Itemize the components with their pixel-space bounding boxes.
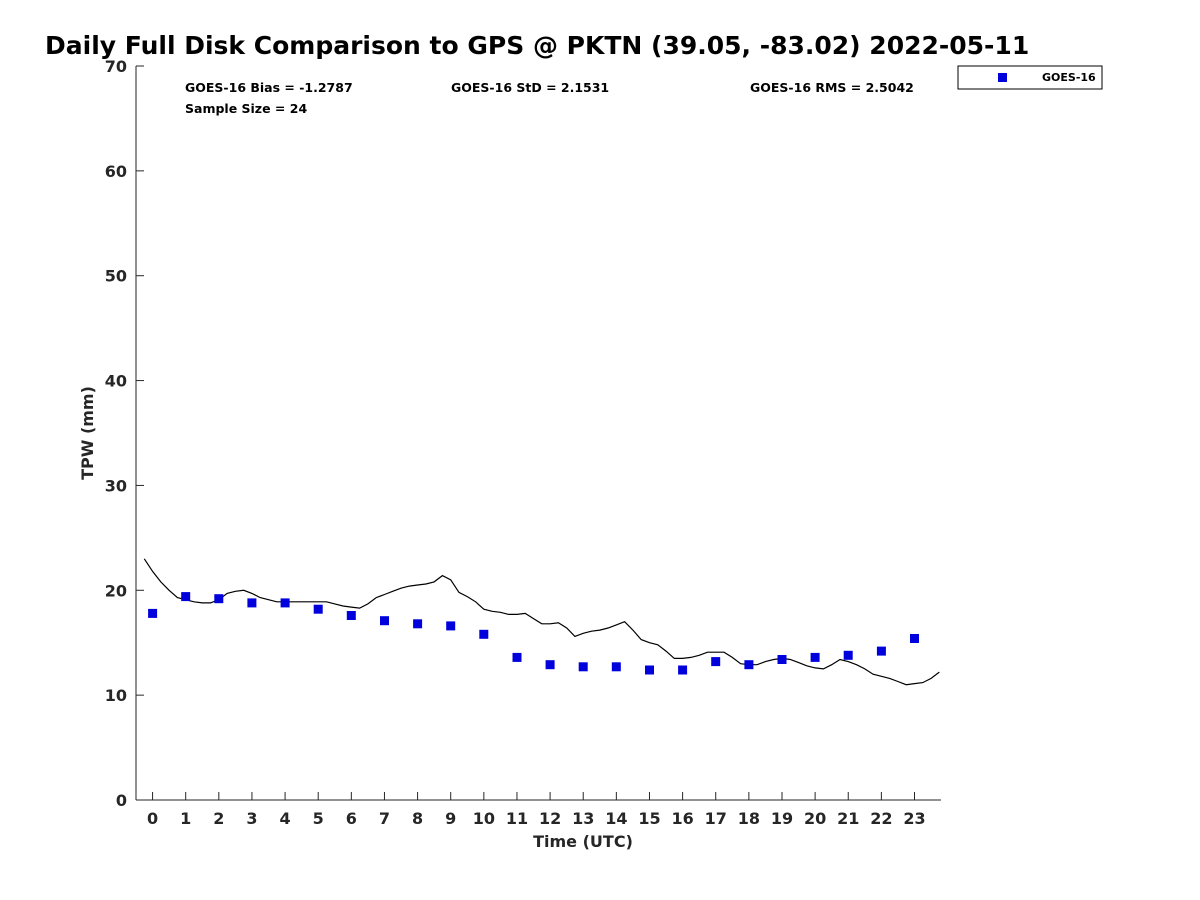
x-tick-label: 13: [572, 809, 594, 828]
goes-16-point: [280, 598, 290, 608]
legend: GOES-16: [957, 65, 1103, 90]
x-tick-label: 17: [705, 809, 727, 828]
x-tick-label: 0: [147, 809, 158, 828]
x-tick-label: 16: [671, 809, 693, 828]
goes-16-point: [578, 662, 588, 672]
x-tick-label: 8: [412, 809, 423, 828]
goes-16-point: [446, 621, 456, 631]
x-tick-label: 22: [870, 809, 892, 828]
legend-box: [957, 65, 1103, 90]
goes-16-point: [744, 660, 754, 670]
y-tick-label: 60: [105, 162, 127, 181]
goes-16-point: [413, 619, 423, 629]
goes-16-points: [148, 592, 919, 675]
x-tick-label: 10: [473, 809, 495, 828]
y-tick-label: 70: [105, 57, 127, 76]
x-tick-label: 6: [346, 809, 357, 828]
goes-16-point: [181, 592, 191, 602]
goes-16-point: [214, 594, 224, 604]
goes-16-point: [777, 655, 787, 664]
y-tick-label: 50: [105, 267, 127, 286]
legend-label: GOES-16: [1042, 71, 1096, 84]
y-axis-label: TPW (mm): [78, 386, 97, 480]
y-tick-label: 30: [105, 476, 127, 495]
goes-16-point: [313, 604, 323, 614]
goes-16-point: [810, 652, 820, 662]
x-tick-label: 20: [804, 809, 826, 828]
x-tick-label: 19: [771, 809, 793, 828]
goes-16-point: [346, 611, 356, 620]
rms-stat: GOES-16 RMS = 2.5042: [750, 80, 914, 95]
legend-marker: [998, 73, 1007, 82]
x-tick-label: 23: [903, 809, 925, 828]
x-tick-label: 15: [638, 809, 660, 828]
std-stat: GOES-16 StD = 2.1531: [451, 80, 609, 95]
goes-16-point: [545, 660, 555, 670]
y-tick-label: 40: [105, 372, 127, 391]
goes-16-point: [611, 662, 621, 672]
goes-16-point: [479, 629, 489, 639]
x-tick-label: 21: [837, 809, 859, 828]
goes-16-point: [711, 657, 721, 667]
goes-16-point: [678, 665, 688, 675]
x-tick-label: 18: [738, 809, 760, 828]
x-tick-label: 11: [506, 809, 528, 828]
goes-16-point: [512, 652, 522, 662]
sample-size-stat: Sample Size = 24: [185, 101, 307, 116]
bias-stat: GOES-16 Bias = -1.2787: [185, 80, 353, 95]
chart-title: Daily Full Disk Comparison to GPS @ PKTN…: [45, 31, 1029, 60]
goes-16-point: [645, 665, 654, 675]
x-tick-label: 7: [379, 809, 390, 828]
goes-16-point: [247, 598, 257, 608]
x-tick-label: 1: [180, 809, 191, 828]
x-tick-label: 9: [445, 809, 456, 828]
x-tick-label: 4: [280, 809, 291, 828]
x-tick-label: 5: [313, 809, 324, 828]
x-axis-label: Time (UTC): [533, 832, 633, 851]
x-tick-label: 12: [539, 809, 561, 828]
y-tick-label: 10: [105, 686, 127, 705]
y-tick-label: 0: [116, 791, 127, 810]
gps-tpw-line: [143, 558, 940, 686]
gps-line-series: [143, 558, 940, 686]
goes-16-point: [843, 650, 853, 660]
goes-16-point: [876, 646, 886, 656]
goes-16-point: [910, 634, 919, 643]
y-tick-label: 20: [105, 581, 127, 600]
goes-16-point: [148, 608, 158, 618]
x-tick-label: 14: [605, 809, 627, 828]
goes-16-point: [380, 616, 389, 626]
x-tick-label: 2: [213, 809, 224, 828]
x-tick-label: 3: [246, 809, 257, 828]
